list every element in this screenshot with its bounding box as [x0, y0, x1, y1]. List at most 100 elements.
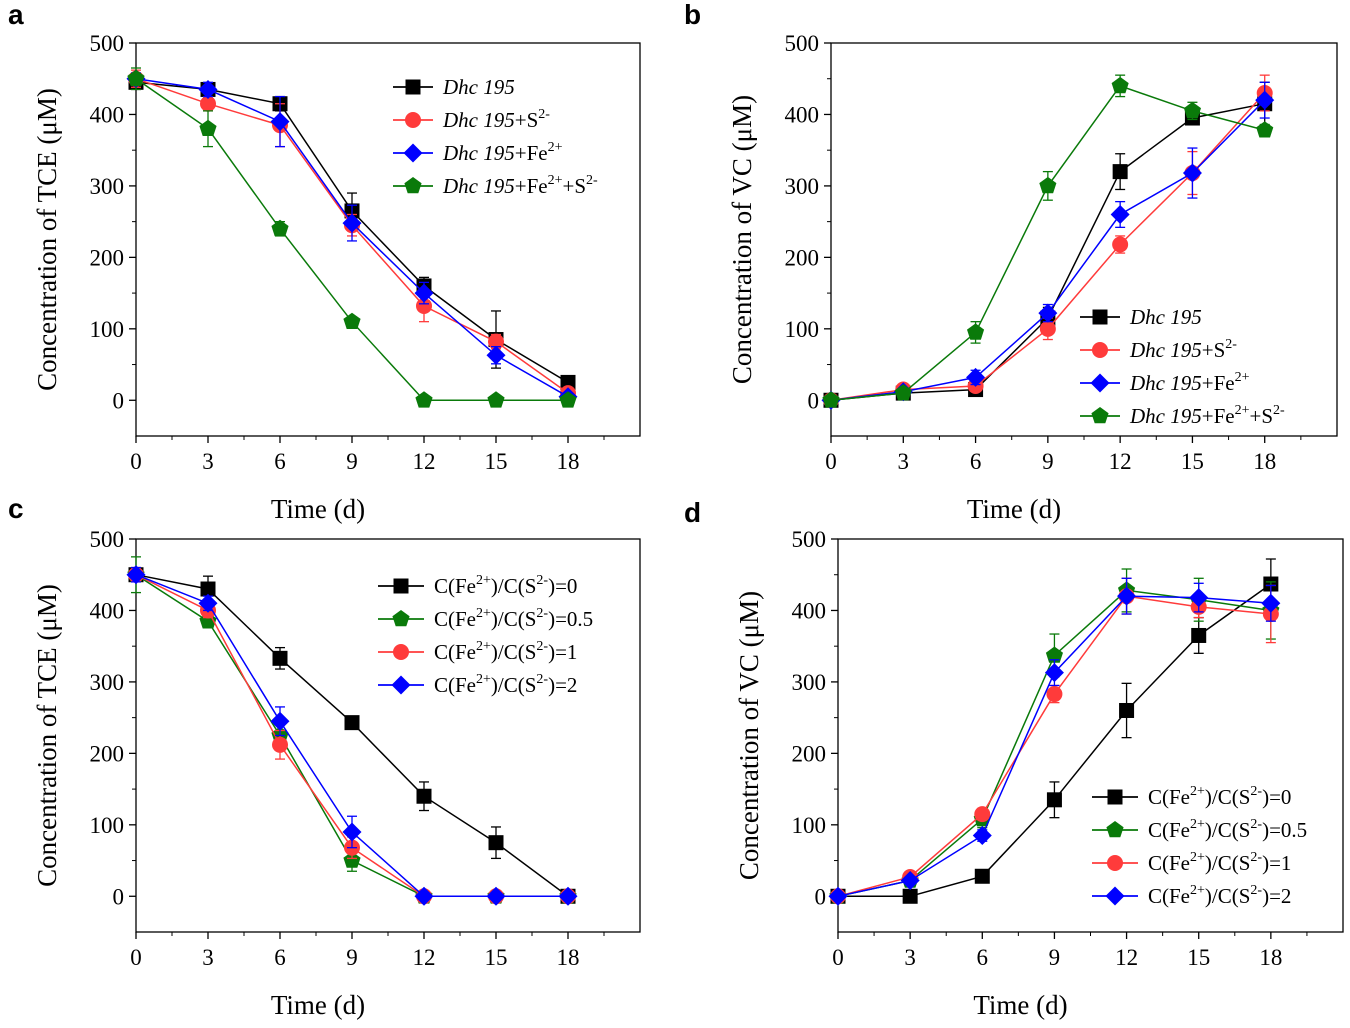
y-tick-label: 300	[90, 174, 125, 199]
data-point	[1039, 320, 1056, 337]
y-tick-label: 500	[785, 31, 820, 56]
data-point	[1255, 90, 1275, 110]
data-point	[486, 345, 506, 365]
legend-entry: Dhc 195	[1080, 305, 1202, 329]
y-tick-label: 100	[792, 813, 827, 838]
x-tick-label: 0	[130, 945, 142, 970]
data-point	[487, 391, 505, 408]
legend-marker	[1090, 373, 1110, 393]
legend-entry: Dhc 195+Fe2+	[393, 140, 563, 165]
legend-entry: C(Fe2+)/C(S2-)=1	[378, 639, 577, 664]
legend-marker	[405, 112, 421, 128]
legend-label: C(Fe2+)/C(S2-)=2	[1148, 883, 1291, 908]
data-point	[902, 888, 918, 904]
x-tick-label: 12	[413, 449, 436, 474]
legend-label: Dhc 195+Fe2+	[1129, 370, 1250, 395]
legend-marker	[405, 79, 421, 95]
legend-label: C(Fe2+)/C(S2-)=0.5	[1148, 817, 1307, 842]
y-tick-label: 300	[785, 174, 820, 199]
legend-entry: C(Fe2+)/C(S2-)=0	[378, 573, 577, 598]
legend-label: Dhc 195+S2-	[1129, 337, 1237, 362]
y-tick-label: 200	[792, 741, 827, 766]
x-tick-label: 6	[274, 945, 286, 970]
data-point	[200, 95, 216, 112]
panel-b: b 0 3 6 9 12 15 18 0 100 200 300 400 500 Time (d) Conce…	[684, 0, 1338, 524]
y-tick-label: 200	[785, 245, 820, 270]
x-tick-label: 3	[202, 449, 214, 474]
data-point	[1111, 76, 1129, 94]
data-point	[1045, 646, 1063, 663]
y-tick-label: 0	[113, 884, 125, 909]
data-point	[342, 213, 362, 233]
legend-entry: C(Fe2+)/C(S2-)=0.5	[378, 606, 593, 631]
y-tick-label: 500	[792, 527, 827, 552]
y-tick-label: 200	[90, 245, 125, 270]
legend-label: C(Fe2+)/C(S2-)=1	[434, 639, 577, 664]
legend-label: C(Fe2+)/C(S2-)=0.5	[434, 606, 593, 631]
x-tick-label: 3	[904, 945, 916, 970]
data-point	[1044, 663, 1064, 683]
panel-label: b	[684, 0, 701, 30]
x-tick-label: 6	[977, 945, 989, 970]
data-point	[486, 886, 506, 906]
data-point	[416, 788, 432, 804]
legend-entry: Dhc 195+S2-	[1080, 337, 1237, 362]
data-point	[1112, 164, 1128, 180]
x-tick-label: 9	[346, 449, 358, 474]
x-tick-label: 15	[485, 449, 508, 474]
data-point	[126, 565, 146, 585]
data-point	[1189, 588, 1209, 608]
x-tick-label: 9	[346, 945, 358, 970]
panel-d: d 0 3 6 9 12 15 18 0 100 200 300 400 500 Time (d) Conce…	[684, 497, 1344, 1020]
y-tick-label: 400	[792, 598, 827, 623]
legend-label: C(Fe2+)/C(S2-)=0	[1148, 784, 1291, 809]
y-axis-title: Concentration of VC (μM)	[734, 591, 764, 880]
data-point	[1261, 593, 1281, 613]
data-point	[270, 112, 290, 132]
legend-label: C(Fe2+)/C(S2-)=2	[434, 672, 577, 697]
y-tick-label: 200	[90, 741, 125, 766]
x-tick-label: 12	[413, 945, 436, 970]
data-point	[1112, 236, 1129, 253]
legend-entry: C(Fe2+)/C(S2-)=0.5	[1092, 817, 1307, 842]
x-tick-label: 0	[832, 945, 844, 970]
data-point	[1183, 101, 1201, 119]
legend-label: C(Fe2+)/C(S2-)=1	[1148, 850, 1291, 875]
panel-label: c	[8, 493, 24, 524]
data-point	[1039, 176, 1057, 194]
legend-entry: C(Fe2+)/C(S2-)=0	[1092, 784, 1291, 809]
x-tick-label: 12	[1109, 449, 1132, 474]
x-axis-title: Time (d)	[271, 990, 365, 1020]
data-point	[828, 886, 848, 906]
y-tick-label: 500	[90, 527, 125, 552]
legend-label: C(Fe2+)/C(S2-)=0	[434, 573, 577, 598]
legend-marker	[392, 610, 410, 627]
y-tick-label: 0	[808, 388, 820, 413]
y-tick-label: 100	[785, 317, 820, 342]
data-point	[272, 736, 288, 753]
series-blue	[828, 577, 1281, 906]
data-point	[974, 868, 990, 884]
legend-entry: Dhc 195+Fe2++S2-	[393, 173, 598, 198]
x-axis-title: Time (d)	[973, 990, 1067, 1020]
x-tick-label: 9	[1042, 449, 1054, 474]
legend-entry: Dhc 195+S2-	[393, 107, 550, 132]
x-tick-label: 15	[1181, 449, 1204, 474]
x-tick-label: 18	[557, 449, 580, 474]
y-tick-label: 0	[113, 388, 125, 413]
legend-marker	[393, 644, 409, 660]
series-green	[127, 67, 577, 408]
data-point	[342, 822, 362, 842]
data-point	[270, 711, 290, 731]
data-point	[416, 297, 432, 314]
x-axis-title: Time (d)	[967, 494, 1061, 524]
data-point	[198, 593, 218, 613]
x-tick-label: 9	[1049, 945, 1061, 970]
y-tick-label: 0	[815, 884, 827, 909]
data-point	[127, 69, 145, 86]
x-tick-label: 0	[130, 449, 142, 474]
data-point	[974, 806, 991, 823]
data-point	[271, 219, 289, 237]
legend-entry: C(Fe2+)/C(S2-)=1	[1092, 850, 1291, 875]
